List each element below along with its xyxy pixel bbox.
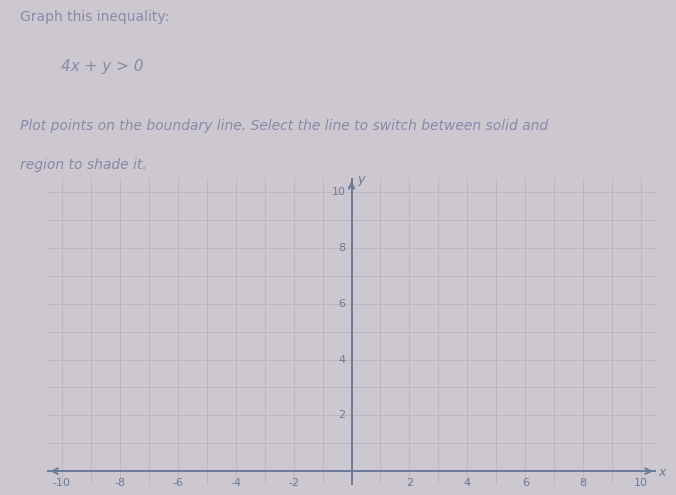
Text: -8: -8: [114, 478, 125, 488]
Text: 2: 2: [406, 478, 413, 488]
Text: 10: 10: [634, 478, 648, 488]
Text: -10: -10: [53, 478, 71, 488]
Text: 10: 10: [332, 187, 345, 197]
Text: 8: 8: [339, 243, 345, 253]
Text: -4: -4: [230, 478, 241, 488]
Text: 4: 4: [339, 354, 345, 364]
Text: 2: 2: [339, 410, 345, 420]
Text: Plot points on the boundary line. Select the line to switch between solid and: Plot points on the boundary line. Select…: [20, 119, 548, 133]
Text: 6: 6: [522, 478, 529, 488]
Text: -6: -6: [172, 478, 183, 488]
Text: 4x + y > 0: 4x + y > 0: [61, 59, 143, 74]
Text: -2: -2: [288, 478, 299, 488]
Text: 6: 6: [339, 299, 345, 309]
Text: region to shade it.: region to shade it.: [20, 158, 147, 172]
Text: 8: 8: [580, 478, 587, 488]
Text: x: x: [658, 466, 666, 479]
Text: Graph this inequality:: Graph this inequality:: [20, 10, 170, 24]
Text: 4: 4: [464, 478, 471, 488]
Text: y: y: [358, 173, 364, 186]
